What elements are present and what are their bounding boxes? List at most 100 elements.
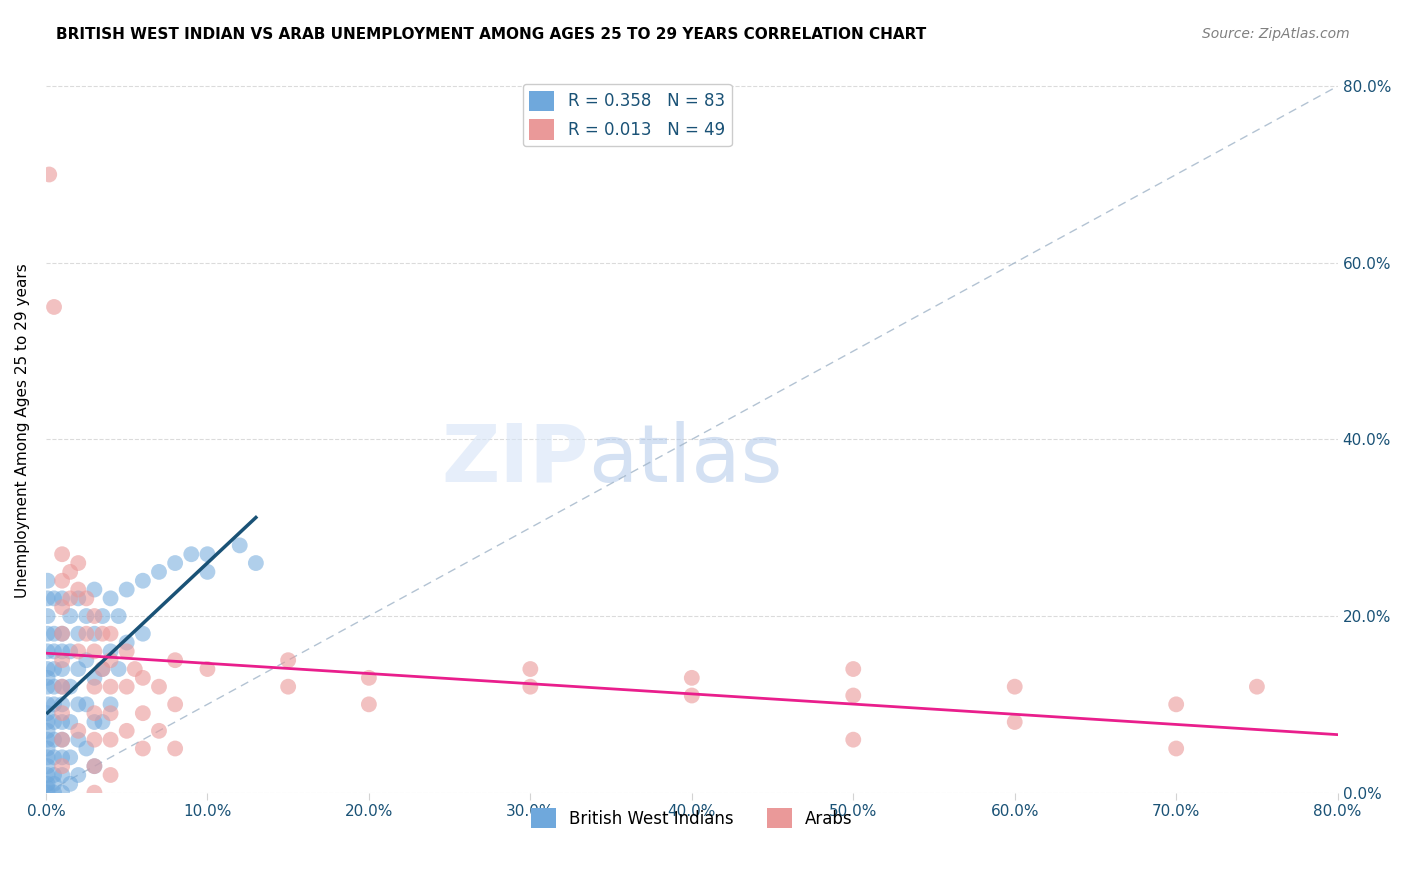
Point <box>100 706 122 721</box>
Point <box>100 653 122 667</box>
Point <box>51 698 73 712</box>
Point <box>51 547 73 561</box>
Point <box>83 759 105 773</box>
Point <box>51 644 73 658</box>
Legend: British West Indians, Arabs: British West Indians, Arabs <box>524 801 859 835</box>
Point <box>132 706 155 721</box>
Point <box>51 591 73 606</box>
Point <box>91 662 114 676</box>
Point <box>42 644 65 658</box>
Point <box>100 644 122 658</box>
Point <box>83 609 105 624</box>
Point <box>67 698 90 712</box>
Point <box>100 591 122 606</box>
Point <box>67 556 90 570</box>
Point <box>42 777 65 791</box>
Point <box>148 680 170 694</box>
Point <box>842 689 865 703</box>
Point <box>100 768 122 782</box>
Point <box>124 662 146 676</box>
Point <box>165 653 187 667</box>
Point <box>51 750 73 764</box>
Point <box>51 626 73 640</box>
Point <box>75 591 97 606</box>
Point <box>42 662 65 676</box>
Point <box>83 680 105 694</box>
Point <box>115 680 138 694</box>
Point <box>37 741 59 756</box>
Point <box>1004 714 1026 729</box>
Point <box>51 680 73 694</box>
Point <box>197 662 219 676</box>
Point <box>51 732 73 747</box>
Point <box>42 300 65 314</box>
Point <box>519 662 541 676</box>
Point <box>37 591 59 606</box>
Point <box>37 671 59 685</box>
Point <box>681 689 703 703</box>
Point <box>357 671 380 685</box>
Point <box>42 698 65 712</box>
Point <box>165 741 187 756</box>
Point <box>67 662 90 676</box>
Point <box>1004 680 1026 694</box>
Point <box>37 662 59 676</box>
Point <box>59 750 82 764</box>
Point <box>132 574 155 588</box>
Point <box>37 714 59 729</box>
Point <box>91 609 114 624</box>
Point <box>1166 741 1188 756</box>
Point <box>100 698 122 712</box>
Point <box>132 626 155 640</box>
Point <box>100 680 122 694</box>
Point <box>681 671 703 685</box>
Point <box>165 556 187 570</box>
Point <box>51 714 73 729</box>
Point <box>37 750 59 764</box>
Point <box>37 759 59 773</box>
Point <box>42 750 65 764</box>
Point <box>37 768 59 782</box>
Point <box>519 680 541 694</box>
Point <box>83 732 105 747</box>
Point <box>842 732 865 747</box>
Point <box>51 786 73 800</box>
Point <box>83 644 105 658</box>
Point <box>42 626 65 640</box>
Point <box>37 680 59 694</box>
Text: atlas: atlas <box>589 420 783 499</box>
Point <box>42 732 65 747</box>
Point <box>51 600 73 615</box>
Point <box>1166 698 1188 712</box>
Point <box>107 609 129 624</box>
Point <box>75 698 97 712</box>
Point <box>277 653 299 667</box>
Point <box>132 671 155 685</box>
Point <box>51 759 73 773</box>
Point <box>91 714 114 729</box>
Point <box>75 609 97 624</box>
Point <box>115 723 138 738</box>
Point <box>51 680 73 694</box>
Point <box>59 609 82 624</box>
Point <box>197 565 219 579</box>
Point <box>37 644 59 658</box>
Point <box>148 565 170 579</box>
Point <box>277 680 299 694</box>
Point <box>37 706 59 721</box>
Point <box>75 741 97 756</box>
Point <box>91 626 114 640</box>
Text: BRITISH WEST INDIAN VS ARAB UNEMPLOYMENT AMONG AGES 25 TO 29 YEARS CORRELATION C: BRITISH WEST INDIAN VS ARAB UNEMPLOYMENT… <box>56 27 927 42</box>
Point <box>165 698 187 712</box>
Point <box>59 591 82 606</box>
Point <box>67 582 90 597</box>
Point <box>67 591 90 606</box>
Point <box>37 732 59 747</box>
Point <box>115 635 138 649</box>
Point <box>197 547 219 561</box>
Point <box>67 732 90 747</box>
Point <box>37 786 59 800</box>
Point <box>83 786 105 800</box>
Point <box>67 768 90 782</box>
Point <box>180 547 202 561</box>
